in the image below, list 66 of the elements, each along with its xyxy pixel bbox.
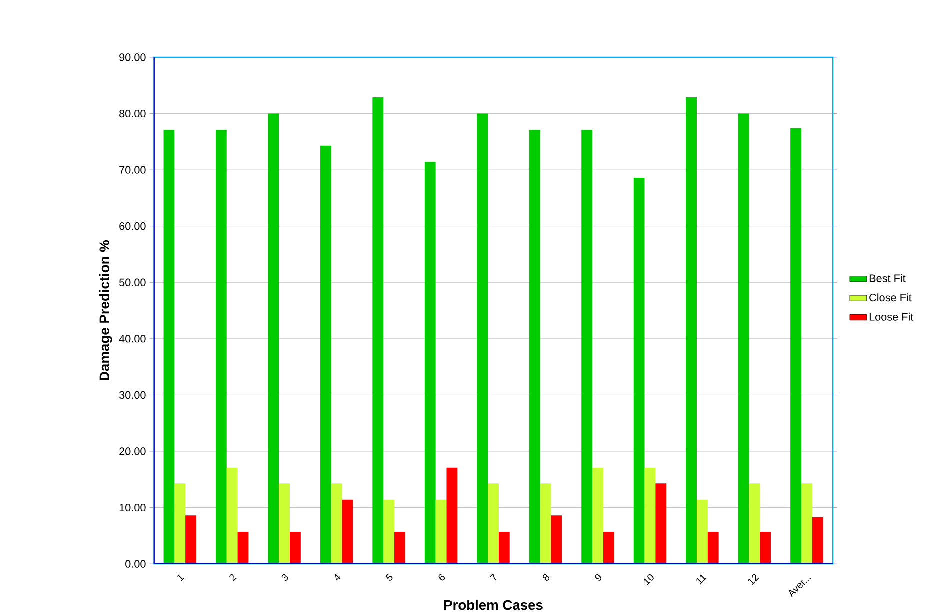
bar bbox=[498, 532, 510, 564]
bar bbox=[801, 484, 812, 564]
x-tick-label: 5 bbox=[386, 574, 393, 582]
y-axis-title: Damage Prediction % bbox=[99, 240, 112, 381]
bar bbox=[603, 532, 614, 564]
y-tick-label: 80.00 bbox=[120, 110, 146, 118]
bar bbox=[749, 484, 760, 564]
bar bbox=[436, 500, 447, 564]
bar bbox=[738, 114, 750, 564]
bar bbox=[174, 484, 186, 564]
bar bbox=[331, 484, 342, 564]
bar bbox=[551, 516, 562, 564]
bar bbox=[394, 532, 406, 564]
x-axis-title: Problem Cases bbox=[444, 600, 543, 610]
bar bbox=[790, 128, 802, 564]
y-tick-label: 0.00 bbox=[126, 560, 146, 568]
bar bbox=[290, 532, 301, 564]
bar bbox=[582, 130, 593, 564]
y-tick-label: 30.00 bbox=[119, 392, 146, 400]
x-tick-label: 10 bbox=[644, 574, 654, 586]
legend-label: Best Fit bbox=[870, 274, 906, 283]
bar bbox=[342, 500, 354, 564]
bar bbox=[164, 130, 175, 564]
bar bbox=[644, 468, 656, 564]
y-tick-label: 50.00 bbox=[120, 278, 146, 287]
y-tick-label: 10.00 bbox=[120, 504, 146, 512]
bar bbox=[708, 532, 719, 564]
x-tick-label: 9 bbox=[595, 574, 602, 582]
bar bbox=[372, 98, 384, 564]
bar bbox=[656, 484, 667, 564]
bar bbox=[488, 484, 499, 564]
bar bbox=[320, 146, 332, 564]
legend-label: Close Fit bbox=[870, 294, 912, 302]
bar bbox=[384, 500, 394, 564]
x-tick-label: 4 bbox=[335, 574, 341, 581]
bar bbox=[686, 98, 698, 564]
x-tick-label: 11 bbox=[696, 574, 707, 585]
x-tick-label: 2 bbox=[230, 574, 237, 582]
x-tick-label: 1 bbox=[178, 574, 185, 582]
y-tick-label: 90.00 bbox=[120, 54, 146, 62]
y-tick-label: 20.00 bbox=[120, 448, 146, 456]
bar bbox=[812, 518, 824, 564]
legend-label: Loose Fit bbox=[870, 313, 914, 322]
bar bbox=[446, 468, 458, 564]
x-tick-label: 6 bbox=[438, 574, 446, 581]
bar bbox=[697, 500, 708, 564]
bar bbox=[529, 130, 540, 564]
bar bbox=[540, 484, 552, 564]
bar bbox=[634, 178, 645, 564]
x-tick-label: 12 bbox=[748, 574, 760, 586]
x-tick-label: 7 bbox=[490, 574, 496, 581]
bar bbox=[238, 532, 249, 564]
y-tick-label: 60.00 bbox=[120, 222, 146, 230]
x-tick-label: 8 bbox=[543, 574, 550, 582]
bar bbox=[268, 114, 280, 564]
bar bbox=[424, 162, 436, 564]
y-tick-label: 70.00 bbox=[120, 166, 146, 174]
bar bbox=[279, 484, 290, 564]
y-tick-label: 40.00 bbox=[119, 335, 146, 343]
bar bbox=[592, 468, 604, 564]
bar bbox=[760, 532, 772, 564]
bar bbox=[186, 516, 196, 564]
x-tick-label: 3 bbox=[282, 574, 288, 582]
bar bbox=[477, 114, 488, 564]
bar bbox=[216, 130, 227, 564]
bar bbox=[226, 468, 238, 564]
